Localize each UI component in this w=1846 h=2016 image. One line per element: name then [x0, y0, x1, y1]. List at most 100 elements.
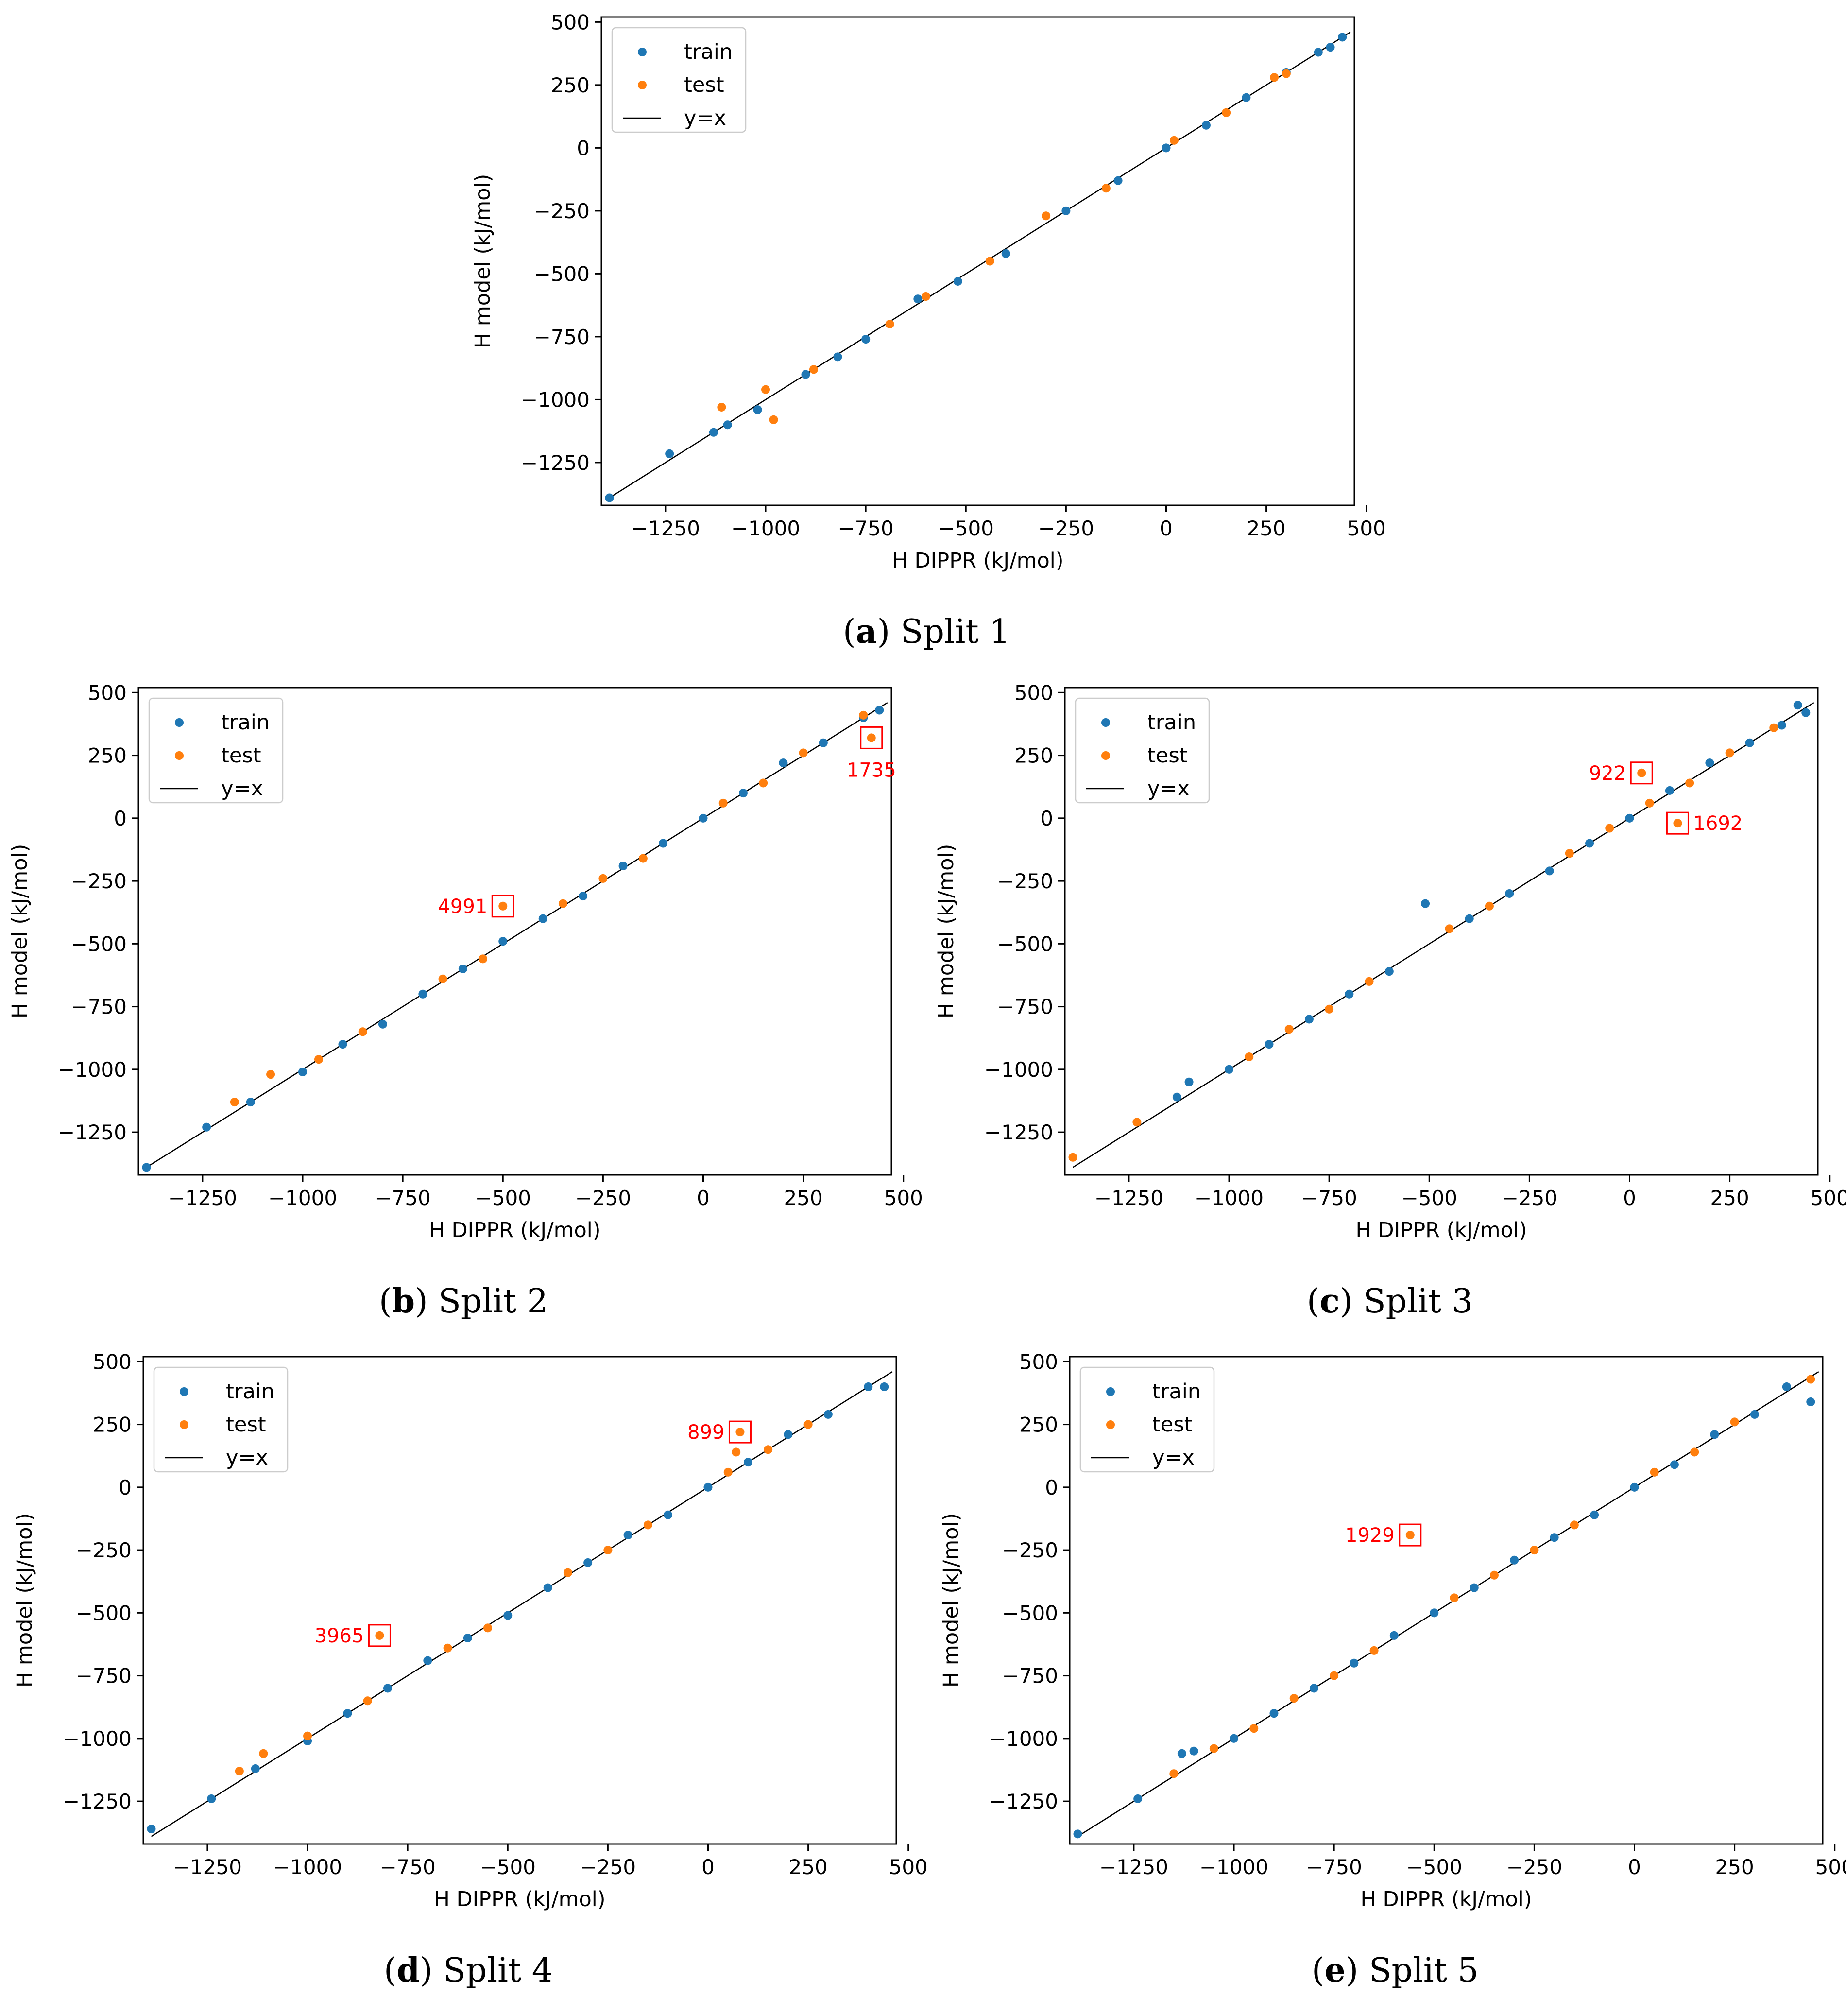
x-tick-label: −750: [1301, 1186, 1357, 1210]
train-point: [833, 352, 842, 362]
y-tick-label: 250: [93, 1413, 132, 1437]
test-point: [1365, 977, 1374, 986]
test-point: [718, 798, 728, 808]
outlier-label: 922: [1589, 762, 1626, 785]
y-tick-label: −1000: [984, 1058, 1053, 1082]
legend-label-identity: y=x: [1147, 776, 1190, 801]
test-point: [314, 1055, 324, 1064]
train-point: [864, 1382, 873, 1392]
legend-label-test: test: [221, 743, 261, 768]
y-tick-label: 500: [93, 1350, 132, 1374]
test-point: [1282, 69, 1291, 78]
x-tick-label: −1000: [273, 1855, 342, 1879]
y-axis-label: H model (kJ/mol): [934, 844, 958, 1018]
test-point: [235, 1767, 244, 1776]
test-point: [1806, 1375, 1815, 1384]
x-axis-label: H DIPPR (kJ/mol): [429, 1218, 601, 1242]
plot-area: [1073, 1371, 1819, 1839]
test-point: [259, 1749, 268, 1758]
train-point: [823, 1410, 833, 1419]
x-tick-label: 250: [1715, 1855, 1754, 1879]
train-point: [779, 758, 788, 768]
train-point: [1073, 1829, 1082, 1839]
train-point: [423, 1656, 432, 1665]
y-tick-label: 0: [114, 807, 127, 830]
y-tick-label: −1250: [521, 451, 590, 475]
y-tick-label: 0: [1040, 807, 1053, 830]
train-point: [579, 892, 588, 901]
y-tick-label: −1250: [58, 1120, 127, 1144]
y-tick-label: −250: [534, 199, 590, 223]
legend: train test y=x: [148, 697, 284, 804]
test-point: [438, 974, 447, 983]
test-point: [1769, 723, 1778, 732]
train-point: [463, 1634, 472, 1643]
train-point: [1630, 1482, 1639, 1492]
test-point: [643, 1520, 652, 1530]
chart-split5: −1250 −1000 −750 −500 −250 0 250 500 −1250 −1000 −…: [939, 1350, 1846, 1912]
x-tick-label: 500: [1815, 1855, 1846, 1879]
train-point: [659, 839, 668, 848]
legend: train test y=x: [1075, 697, 1210, 804]
train-point: [1172, 1092, 1181, 1102]
x-tick-label: 0: [697, 1186, 710, 1210]
train-point: [703, 1482, 713, 1492]
train-point: [1625, 813, 1634, 823]
x-tick-label: −1000: [1195, 1186, 1264, 1210]
train-point: [1782, 1382, 1791, 1392]
x-tick-label: −750: [379, 1855, 435, 1879]
train-point: [378, 1019, 387, 1029]
test-point: [363, 1696, 372, 1706]
test-point: [498, 901, 508, 911]
train-point: [1177, 1749, 1186, 1758]
train-point: [738, 789, 748, 798]
x-tick-label: −250: [580, 1855, 636, 1879]
y-tick-label: −1000: [58, 1058, 127, 1082]
y-tick-label: −1000: [989, 1727, 1058, 1751]
test-point: [1645, 798, 1654, 808]
x-tick-label: −1000: [268, 1186, 337, 1210]
x-axis-label: H DIPPR (kJ/mol): [1361, 1887, 1532, 1912]
train-point: [1705, 758, 1714, 768]
train-point: [338, 1040, 347, 1049]
train-point: [1710, 1430, 1719, 1439]
y-tick-label: −1250: [984, 1120, 1053, 1144]
x-tick-label: 0: [1623, 1186, 1636, 1210]
train-point: [953, 276, 962, 286]
y-tick-label: 0: [119, 1476, 132, 1499]
caption-e: (e) Split 5: [1312, 1951, 1479, 1990]
test-point: [859, 710, 868, 720]
test-point: [1530, 1546, 1539, 1555]
y-tick-label: 0: [1045, 1476, 1058, 1499]
train-point: [743, 1458, 752, 1467]
test-point: [1042, 211, 1051, 221]
train-point: [583, 1558, 593, 1567]
train-point: [1225, 1065, 1234, 1074]
train-point: [664, 1510, 673, 1519]
train-point: [1665, 786, 1674, 795]
test-point: [1369, 1646, 1379, 1655]
test-point: [1325, 1004, 1334, 1014]
legend-label-test: test: [1147, 743, 1188, 768]
legend-marker-test: [638, 81, 647, 89]
legend-label-test: test: [1152, 1413, 1193, 1437]
test-point: [483, 1623, 493, 1633]
test-point: [603, 1546, 613, 1555]
legend-marker-test: [175, 751, 184, 760]
test-point: [1068, 1153, 1077, 1162]
y-tick-label: −750: [1002, 1664, 1058, 1688]
train-point: [1201, 121, 1211, 130]
x-tick-label: −250: [575, 1186, 631, 1210]
y-tick-label: −750: [534, 325, 590, 349]
test-point: [764, 1445, 773, 1454]
legend-marker-test: [180, 1420, 188, 1429]
test-point: [885, 320, 894, 329]
train-point: [418, 989, 427, 999]
test-point: [867, 733, 876, 742]
plot-area: [1068, 701, 1814, 1168]
test-point: [1330, 1671, 1339, 1680]
train-point: [1309, 1684, 1318, 1693]
train-point: [298, 1068, 308, 1077]
test-point: [1249, 1724, 1259, 1733]
y-tick-label: −1000: [63, 1727, 132, 1751]
